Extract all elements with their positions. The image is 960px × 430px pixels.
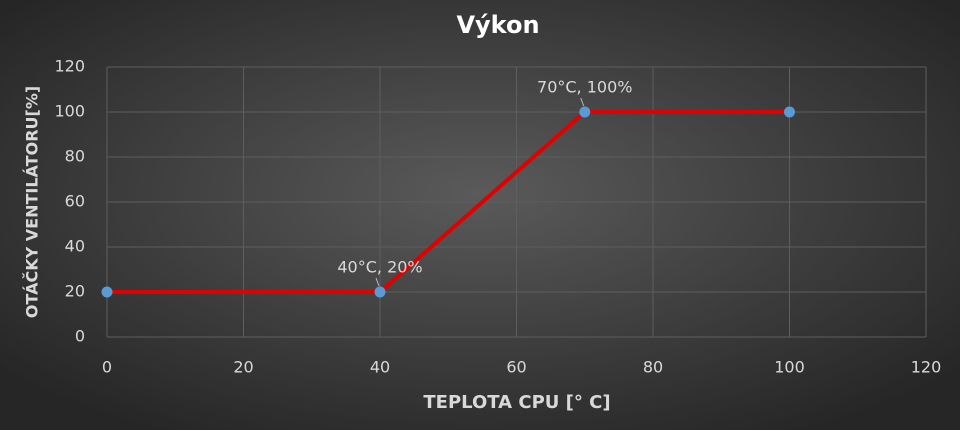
annotation-leader (580, 97, 585, 107)
annotation-leader (375, 277, 380, 287)
chart-title: Výkon (456, 11, 539, 39)
x-tick-label: 120 (911, 358, 942, 377)
line (107, 110, 790, 294)
y-tick-label: 80 (65, 147, 85, 166)
x-tick-label: 20 (233, 358, 253, 377)
x-tick-label: 80 (643, 358, 663, 377)
y-tick-label: 20 (65, 282, 85, 301)
x-axis-label: TEPLOTA CPU [° C] (423, 392, 610, 413)
y-tick-label: 40 (65, 237, 85, 256)
x-tick-label: 40 (370, 358, 390, 377)
point (579, 106, 591, 118)
point (374, 286, 386, 298)
x-tick-label: 60 (506, 358, 526, 377)
annotation: 70°C, 100% (537, 78, 632, 97)
y-axis-label: OTÁČKY VENTILÁTORU[%] (23, 86, 42, 318)
y-tick-label: 100 (54, 102, 85, 121)
point (784, 106, 795, 118)
point (101, 286, 113, 298)
y-tick-label: 120 (54, 57, 85, 76)
x-tick-label: 0 (102, 358, 112, 377)
annotation: 40°C, 20% (337, 258, 422, 277)
x-tick-label: 100 (774, 358, 805, 377)
y-tick-label: 60 (65, 192, 85, 211)
y-tick-label: 0 (75, 327, 85, 346)
